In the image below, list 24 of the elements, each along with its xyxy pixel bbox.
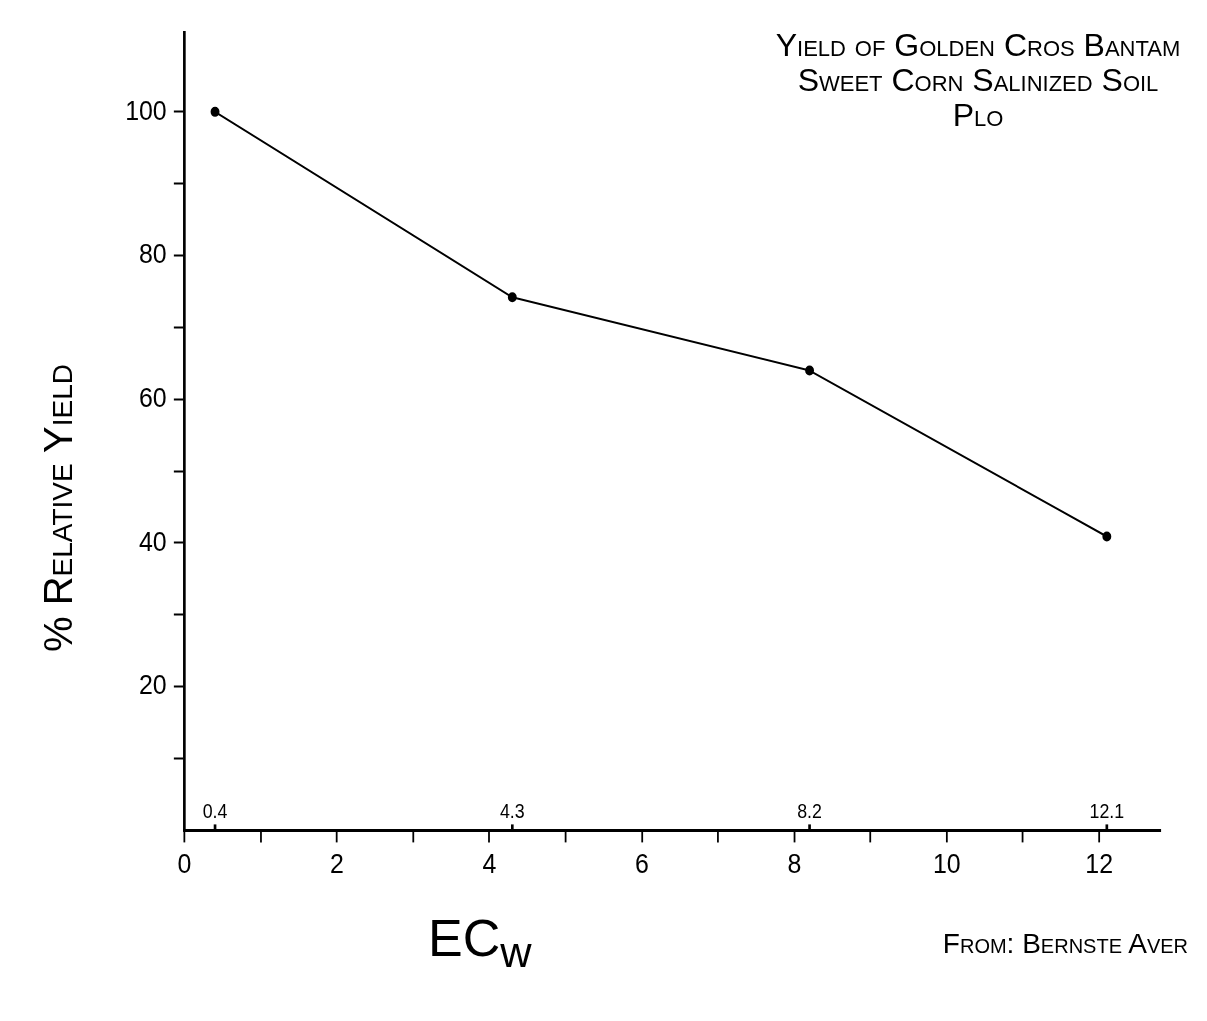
- point: [507, 292, 517, 303]
- x2-tick-label: 8.2: [797, 799, 822, 823]
- y-axis-title: % Relative Yield: [35, 364, 81, 652]
- point: [1102, 531, 1112, 542]
- text: Yield of Golden Cros Bantam Sweet Corn Salinized Soil Plo: [768, 27, 1188, 134]
- x2-tick-label: 12.1: [1089, 799, 1125, 823]
- x2-tick-label: 0.4: [202, 799, 228, 823]
- x2-tick-label: 4.3: [499, 799, 525, 823]
- x-tick-label: 2: [330, 847, 344, 880]
- x-tick-label: 8: [787, 847, 802, 880]
- y-tick-label: 40: [139, 525, 167, 558]
- x-tick-label: 12: [1085, 847, 1114, 880]
- x-axis-title: EC$_{w}$: [428, 908, 532, 978]
- x-tick-label: 0: [177, 847, 192, 880]
- point: [210, 106, 220, 117]
- x-tick-label: 10: [932, 847, 961, 880]
- y-tick-label: 20: [139, 669, 167, 701]
- x-tick-label: 6: [634, 847, 649, 880]
- point: [805, 365, 815, 376]
- text: From: Bernste Aver: [942, 928, 1188, 960]
- y-tick-label: 100: [125, 94, 167, 126]
- y-tick-label: 80: [139, 237, 167, 270]
- x-tick-label: 4: [482, 847, 497, 880]
- y-tick-label: 60: [139, 381, 167, 414]
